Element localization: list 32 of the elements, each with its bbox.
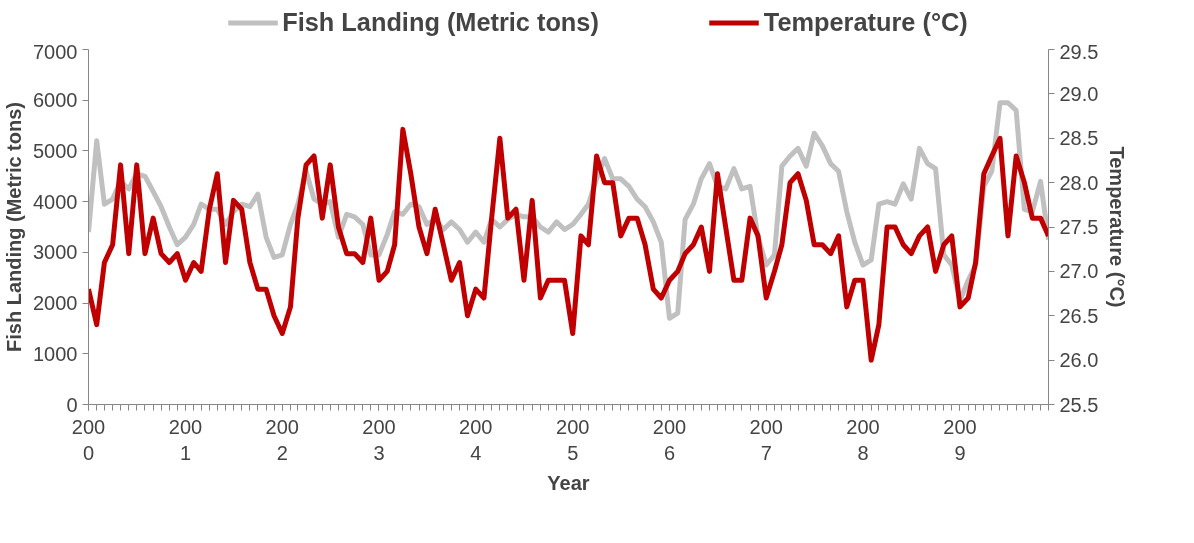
x-axis-title: Year [547,471,590,494]
x-tick-label: 200 7 [749,415,783,464]
legend-label: Temperature (°C) [763,7,968,37]
y-tick-label: 5000 [33,139,78,162]
x-tick-label: 200 8 [846,415,880,464]
y2-tick-label: 27.5 [1059,216,1099,238]
y2-tick-label: 26.0 [1059,349,1099,372]
y2-axis-title: Temperature (°C) [1106,146,1129,308]
y2-tick-label: 29.5 [1059,40,1099,63]
y-tick-label: 4000 [33,190,78,213]
y-tick-label: 1000 [33,342,78,365]
y-tick-label: 0 [66,393,78,416]
y2-tick-label: 25.5 [1059,393,1099,416]
y-tick-label: 3000 [33,241,78,264]
y-axis-title: Fish Landing (Metric tons) [3,102,26,352]
legend-label: Fish Landing (Metric tons) [282,7,599,37]
x-tick-label: 200 4 [459,415,493,464]
y-tick-label: 6000 [33,89,78,112]
x-tick-label: 200 3 [362,415,396,464]
y2-tick-label: 29.0 [1059,82,1099,105]
x-tick-label: 200 6 [652,415,687,464]
y2-tick-label: 26.5 [1059,304,1099,327]
y2-tick-label: 28.0 [1059,171,1099,194]
y2-tick-label: 28.5 [1059,127,1099,150]
y-tick-label: 7000 [33,40,78,63]
x-tick-label: 200 5 [556,415,590,464]
y2-tick-label: 27.0 [1059,260,1099,283]
x-tick-label: 200 9 [943,415,977,464]
x-tick-label: 200 2 [265,415,299,464]
x-tick-label: 200 0 [71,415,106,464]
y-tick-label: 2000 [33,292,78,315]
x-tick-label: 200 1 [168,415,203,464]
